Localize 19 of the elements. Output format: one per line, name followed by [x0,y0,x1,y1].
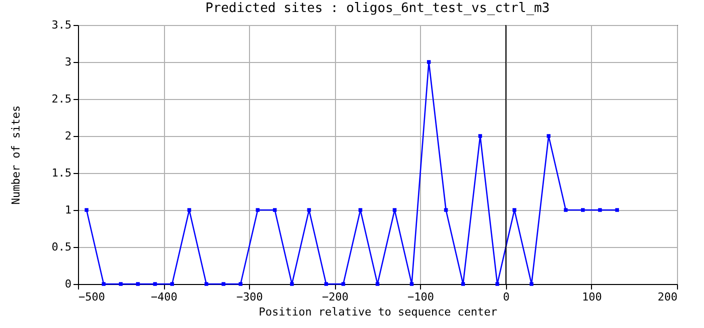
x-tick-label: −100 [408,290,434,304]
chart-title: Predicted sites : oligos_6nt_test_vs_ctrl_m3 [205,1,550,16]
x-tick-label: 0 [503,290,510,304]
x-tick-label: −500 [78,290,105,304]
x-tick-label: −300 [236,290,263,304]
y-tick-label: 2.5 [52,92,72,106]
y-tick-label: 3 [64,56,72,68]
x-tick-label: 200 [658,290,678,304]
x-axis-title: Position relative to sequence center [258,306,498,318]
x-tick-label: −400 [150,290,178,304]
x-tick-label: 100 [582,290,602,304]
y-axis-title: Number of sites [10,105,23,205]
y-tick-label: 1 [64,204,72,216]
y-tick-label: 0.5 [52,240,72,254]
y-tick-label: 1.5 [52,166,72,180]
y-tick-label: 0 [64,278,72,290]
y-tick-label: 2 [64,130,72,142]
y-tick-label: 3.5 [52,18,72,32]
x-tick-label: −200 [322,290,348,304]
